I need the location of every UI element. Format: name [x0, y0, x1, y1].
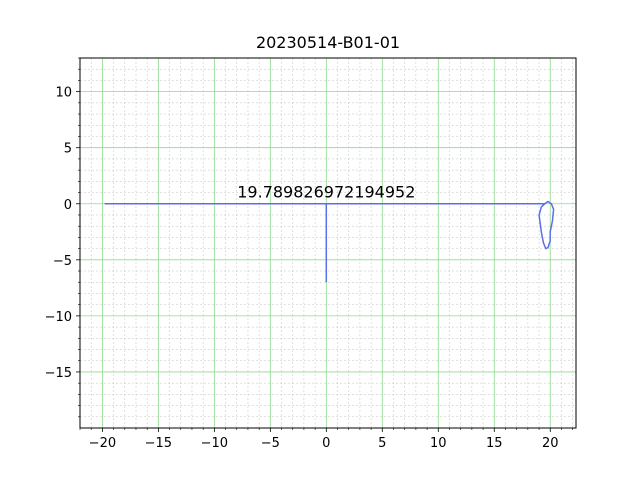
y-axis: 10 5 0 −5 −10 −15: [45, 57, 80, 418]
y-tick-label: 10: [55, 86, 72, 101]
x-tick-label: 20: [542, 436, 559, 451]
x-tick-label: 15: [486, 436, 503, 451]
x-tick-label: 0: [322, 436, 330, 451]
major-grid: [80, 58, 576, 429]
y-tick-label: 0: [64, 198, 72, 213]
minor-grid: [79, 57, 576, 428]
x-axis: −20 −15 −10 −5 0 5 10 15 20: [79, 428, 573, 451]
x-tick-label: 10: [430, 436, 447, 451]
plot-frame: [79, 57, 577, 429]
x-tick-label: −5: [261, 436, 280, 451]
y-tick-label: 5: [64, 142, 72, 157]
series-line-1: [104, 200, 555, 250]
y-tick-label: −5: [53, 254, 72, 269]
chart-title: 20230514-B01-01: [256, 33, 400, 52]
y-tick-label: −10: [45, 310, 72, 325]
chart-annotation: 19.789826972194952: [237, 183, 415, 202]
x-tick-label: −15: [145, 436, 172, 451]
series-layer: [104, 200, 555, 283]
x-tick-label: −10: [201, 436, 228, 451]
x-tick-label: 5: [378, 436, 386, 451]
y-tick-label: −15: [45, 366, 72, 381]
x-tick-label: −20: [89, 436, 116, 451]
